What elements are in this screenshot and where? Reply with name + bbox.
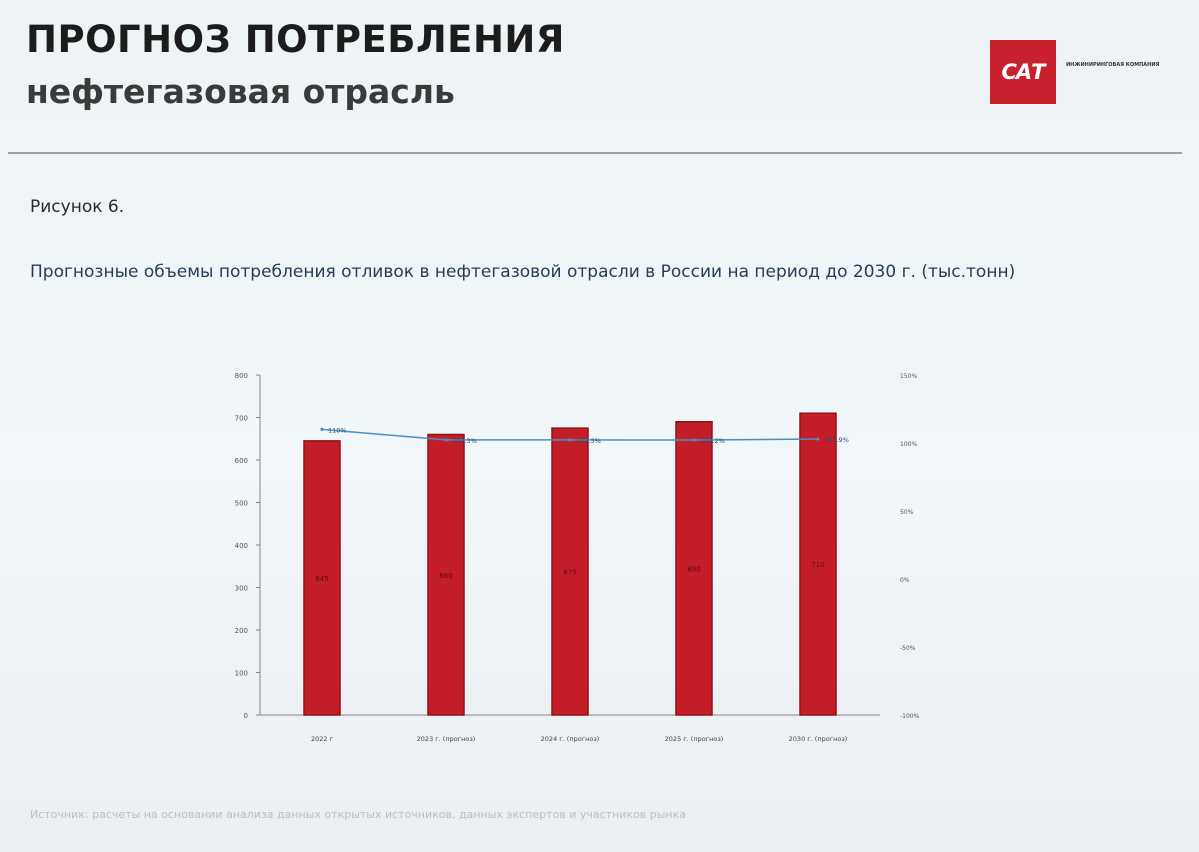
y-tick-label: 800 <box>235 372 248 380</box>
growth-value-label: 110% <box>328 426 347 434</box>
y-tick-label: 600 <box>235 457 248 465</box>
y2-tick-label: -50% <box>900 645 916 652</box>
y-tick-label: 300 <box>235 585 248 593</box>
y-tick-label: 700 <box>235 415 248 423</box>
header-divider <box>8 152 1182 154</box>
company-logo: САТ <box>990 40 1056 104</box>
page-subtitle: нефтегазовая отрасль <box>26 72 455 111</box>
x-tick-label: 2025 г. (прогноз) <box>665 735 724 743</box>
growth-value-label: 102.3% <box>452 437 477 445</box>
growth-point <box>444 438 448 442</box>
bar-value-label: 660 <box>439 572 452 580</box>
chart-caption: Прогнозные объемы потребления отливок в … <box>30 262 1016 282</box>
x-tick-label: 2024 г. (прогноз) <box>541 735 600 743</box>
y-tick-label: 200 <box>235 627 248 635</box>
y2-tick-label: 150% <box>900 373 917 380</box>
logo-mark: САТ <box>1001 60 1046 84</box>
bar <box>675 421 713 716</box>
growth-point <box>816 437 820 441</box>
bar-value-label: 710 <box>811 561 824 569</box>
y2-tick-label: 50% <box>900 509 914 516</box>
y-tick-label: 100 <box>235 670 248 678</box>
growth-value-label: 102.3% <box>576 437 601 445</box>
bar-value-label: 645 <box>315 575 328 583</box>
logo-text: ИНЖИНИРИНГОВАЯ КОМПАНИЯ <box>1066 62 1160 68</box>
growth-point <box>568 438 572 442</box>
source-note: Источник: расчеты на основании анализа д… <box>30 808 686 821</box>
chart-svg: 0 100 200 300 400 500 600 700 800 -100% -50% 0% 50% 1… <box>235 372 920 743</box>
growth-point <box>320 427 324 431</box>
y2-tick-label: 100% <box>900 441 917 448</box>
bar <box>551 427 589 716</box>
x-tick-label: 2022 г <box>311 735 334 743</box>
bar <box>303 440 341 716</box>
y2-tick-label: 0% <box>900 577 910 584</box>
bar <box>799 412 837 716</box>
growth-value-label: 102.9% <box>824 436 849 444</box>
growth-point <box>692 438 696 442</box>
x-tick-label: 2023 г. (прогноз) <box>417 735 476 743</box>
bar-value-label: 690 <box>687 565 700 573</box>
y-tick-label: 0 <box>244 712 248 720</box>
y-tick-label: 400 <box>235 542 248 550</box>
y2-tick-label: -100% <box>900 713 920 720</box>
x-tick-label: 2030 г. (прогноз) <box>789 735 848 743</box>
chart: 0 100 200 300 400 500 600 700 800 -100% -50% 0% 50% 1… <box>200 355 960 765</box>
bar-value-label: 675 <box>563 569 576 577</box>
page-title: ПРОГНОЗ ПОТРЕБЛЕНИЯ <box>26 18 565 61</box>
bar <box>427 433 465 716</box>
growth-value-label: 102.2% <box>700 437 725 445</box>
y-tick-label: 500 <box>235 500 248 508</box>
figure-label: Рисунок 6. <box>30 197 125 217</box>
